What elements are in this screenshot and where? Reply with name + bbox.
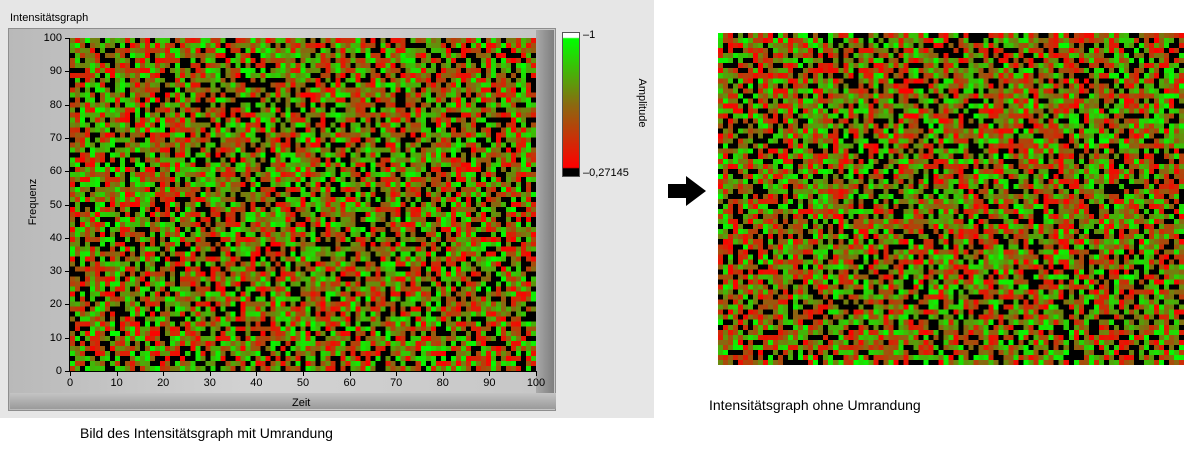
y-tick-label: 70 [49, 131, 62, 144]
intensity-graph-panel: Intensitätsgraph 0 10 20 30 40 50 60 70 80 90 100 … [0, 0, 654, 418]
x-tick-label: 40 [250, 377, 263, 389]
y-tick-mark [65, 137, 70, 139]
x-tick-mark [70, 371, 71, 376]
y-tick-label: 90 [49, 65, 62, 78]
y-tick-mark [65, 104, 70, 106]
y-axis-label: Frequenz [27, 178, 39, 226]
y-tick-label: 20 [49, 298, 62, 311]
scale-max-value: 1 [589, 29, 596, 41]
y-tick-mark [65, 171, 70, 173]
y-tick-label: 10 [49, 331, 62, 344]
x-tick-mark [163, 371, 165, 376]
y-tick-mark [65, 337, 70, 339]
y-tick-mark [65, 38, 70, 39]
y-tick-label: 30 [49, 265, 62, 278]
x-tick-label: 0 [66, 377, 74, 389]
color-scale-axis-label: Amplitude [636, 78, 648, 128]
y-tick-mark [65, 204, 70, 206]
y-tick-mark [65, 371, 70, 372]
right-arrow-icon [668, 176, 706, 206]
x-tick-mark [349, 371, 351, 376]
intensity-image-no-border [718, 33, 1184, 365]
x-tick-label: 90 [483, 377, 496, 389]
y-tick-label: 80 [49, 98, 62, 111]
caption-with-border: Bild des Intensitätsgraph mit Umrandung [80, 425, 333, 441]
y-tick-label: 100 [43, 32, 62, 44]
y-tick-label: 50 [49, 198, 62, 211]
y-tick-label: 60 [49, 165, 62, 178]
color-scale-bar[interactable] [562, 32, 580, 177]
x-tick-mark [396, 371, 398, 376]
x-tick-mark [256, 371, 258, 376]
x-tick-mark [209, 371, 211, 376]
heatmap-canvas [70, 38, 536, 371]
x-tick-label: 10 [110, 377, 123, 389]
x-tick-label: 80 [436, 377, 449, 389]
x-tick-label: 20 [157, 377, 170, 389]
x-tick-label: 60 [343, 377, 356, 389]
graph-frame-right-edge [536, 30, 554, 408]
scale-min-value: 0,27145 [589, 167, 629, 179]
x-tick-label: 100 [526, 377, 546, 389]
x-tick-label: 50 [296, 377, 310, 389]
heatmap-canvas-borderless [718, 33, 1184, 365]
x-tick-mark [116, 371, 118, 376]
x-tick-label: 30 [203, 377, 216, 389]
y-tick-mark [65, 271, 70, 273]
y-tick-mark [65, 71, 70, 73]
y-tick-label: 40 [49, 231, 62, 244]
intensity-plot-area[interactable] [70, 38, 536, 371]
graph-title: Intensitätsgraph [10, 12, 89, 24]
graph-frame-bottom-edge [10, 393, 556, 409]
scale-max-label: –1 [583, 29, 596, 41]
scale-min-label: –0,27145 [583, 167, 629, 179]
x-tick-mark [303, 371, 304, 376]
x-tick-mark [442, 371, 444, 376]
x-tick-label: 70 [390, 377, 403, 389]
y-tick-mark [65, 304, 70, 306]
y-tick-mark [65, 237, 70, 239]
x-tick-mark [489, 371, 491, 376]
y-tick-label: 0 [55, 365, 62, 377]
caption-without-border: Intensitätsgraph ohne Umrandung [709, 397, 921, 413]
x-axis-label: Zeit [292, 397, 311, 409]
x-tick-mark [536, 371, 537, 376]
